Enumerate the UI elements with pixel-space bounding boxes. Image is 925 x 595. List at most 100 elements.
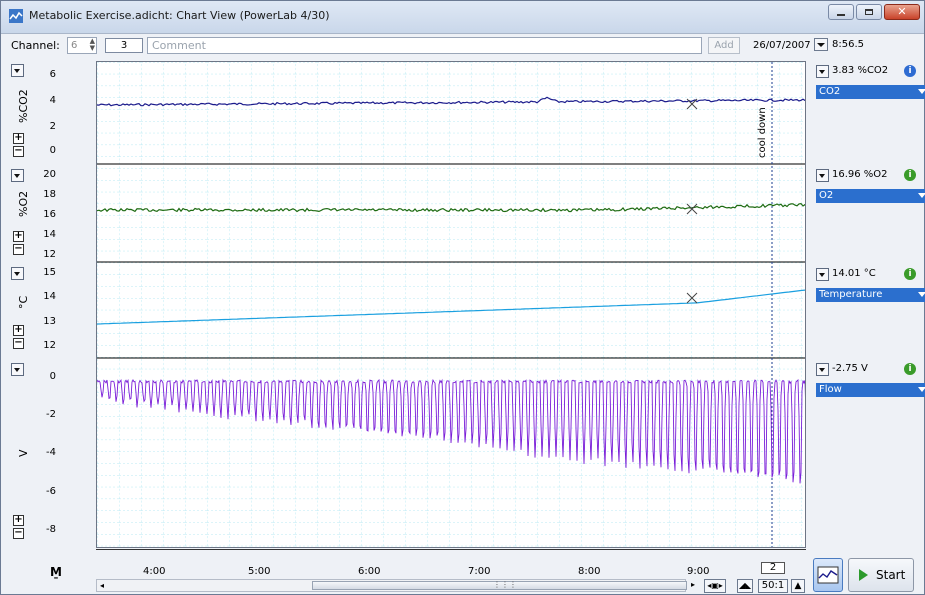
tick-label: 6: [49, 69, 56, 80]
readout-value: 14.01 °C: [832, 268, 876, 279]
zoom-out-button[interactable]: −: [13, 243, 24, 255]
compress-icon: ◢◣: [738, 581, 752, 590]
tick-label: 15: [43, 267, 56, 278]
scope-icon: [817, 566, 839, 584]
grip-icon: ⋮⋮⋮: [493, 580, 517, 589]
zoom-in-button[interactable]: +: [13, 132, 24, 144]
trace-flow: [97, 378, 805, 484]
chevron-down-icon: [817, 43, 825, 47]
tick-label: -8: [46, 524, 56, 535]
tick-label: 0: [49, 371, 56, 382]
title-bar: Metabolic Exercise.adicht: Chart View (P…: [1, 1, 924, 34]
toolbar: Channel: 6 ▲ ▼ 3 Comment Add 26/07/2007 8…: [1, 34, 924, 58]
play-icon: [859, 569, 868, 581]
marker-icon[interactable]: M̱: [50, 565, 62, 579]
tick-label: 4: [49, 95, 56, 106]
time-axis-area: M̱ 4:00 5:00 6:00 7:00 8:00 9:00: [1, 549, 924, 595]
trace-o2: [97, 202, 805, 213]
close-button[interactable]: ✕: [884, 4, 920, 20]
horizontal-scrollbar[interactable]: ◂ ⋮⋮⋮: [96, 579, 687, 592]
scale-dropdown-o2[interactable]: [11, 169, 24, 182]
tick-label: 12: [43, 340, 56, 351]
channel-value: 6: [71, 40, 78, 51]
fit-view-button[interactable]: ◂▣▸: [704, 579, 726, 593]
zoom-out-button[interactable]: −: [13, 145, 24, 157]
triangle-up-icon: ▲: [794, 581, 802, 591]
zoom-in-button[interactable]: +: [13, 230, 24, 242]
scope-button[interactable]: [813, 558, 843, 592]
cursor-marker: [686, 98, 698, 110]
time-axis: 4:00 5:00 6:00 7:00 8:00 9:00: [96, 549, 806, 577]
compress-button[interactable]: ◢◣: [737, 579, 753, 593]
horizontal-zoom[interactable]: 50:1: [758, 579, 788, 593]
recording-date: 26/07/2007: [753, 40, 811, 51]
zoom-in-button[interactable]: +: [13, 324, 24, 336]
tick-label: -2: [46, 409, 56, 420]
scale-dropdown-flow[interactable]: [11, 363, 24, 376]
time-tick-label: 5:00: [248, 566, 271, 577]
readout-value: -2.75 V: [832, 363, 868, 374]
comment-number: 3: [105, 38, 143, 53]
tick-label: 0: [49, 145, 56, 156]
tick-label: 16: [43, 209, 56, 220]
app-icon: [9, 9, 23, 23]
unit-label-o2: %O2: [17, 190, 30, 217]
recording-time: 8:56.5: [832, 39, 864, 50]
scale-dropdown-temperature[interactable]: [11, 267, 24, 280]
unit-label-flow: V: [17, 449, 30, 457]
zoom-out-button[interactable]: −: [13, 527, 24, 539]
zoom-up-button[interactable]: ▲: [791, 579, 805, 593]
chart-plot-area[interactable]: cool down: [96, 61, 806, 548]
channel-name-select[interactable]: O2: [816, 189, 925, 203]
readout-dropdown[interactable]: [816, 268, 829, 281]
channel-name-select[interactable]: Flow: [816, 383, 925, 397]
readout-dropdown[interactable]: [816, 65, 829, 78]
maximize-button[interactable]: [856, 4, 882, 20]
comment-marker-label: cool down: [757, 107, 768, 158]
info-icon[interactable]: i: [904, 65, 916, 77]
tick-label: 12: [43, 249, 56, 260]
zoom-out-button[interactable]: −: [13, 337, 24, 349]
zoom-in-button[interactable]: +: [13, 514, 24, 526]
time-tick-label: 6:00: [358, 566, 381, 577]
tick-label: 14: [43, 229, 56, 240]
channel-controls-left: %CO2 6 4 2 0 + − %O2 20 18 16 14 12 + − …: [8, 61, 96, 548]
tick-label: 2: [49, 121, 56, 132]
time-tick-label: 7:00: [468, 566, 491, 577]
comment-input[interactable]: Comment: [147, 37, 702, 54]
scroll-thumb[interactable]: ⋮⋮⋮: [312, 580, 687, 590]
fit-view-icon: ◂▣▸: [707, 581, 723, 590]
info-green-icon[interactable]: i: [904, 169, 916, 181]
time-dropdown[interactable]: [814, 38, 828, 51]
minimize-button[interactable]: [828, 4, 854, 20]
tick-label: 20: [43, 169, 56, 180]
minimize-icon: [837, 13, 845, 16]
scroll-right-icon[interactable]: ▸: [691, 580, 696, 589]
info-green-icon[interactable]: i: [904, 268, 916, 280]
window-controls: ✕: [828, 4, 920, 20]
start-label: Start: [876, 568, 906, 582]
cursor-marker: [686, 203, 698, 215]
tick-label: 14: [43, 291, 56, 302]
channel-name-select[interactable]: CO2: [816, 85, 925, 99]
spinner-arrows-icon[interactable]: ▲ ▼: [89, 37, 95, 52]
cursor-marker: [686, 292, 698, 304]
trace-temperature: [97, 289, 805, 325]
page-number[interactable]: 2: [761, 562, 785, 574]
info-green-icon[interactable]: i: [904, 363, 916, 375]
readout-dropdown[interactable]: [816, 169, 829, 182]
channel-readouts: 3.83 %CO2 i CO2 16.96 %O2 i O2 14.01 °C …: [808, 61, 925, 548]
channel-name-select[interactable]: Temperature: [816, 288, 925, 302]
tick-label: 18: [43, 189, 56, 200]
chart-traces: [97, 62, 805, 547]
add-comment-button[interactable]: Add: [708, 37, 740, 54]
time-tick-label: 8:00: [578, 566, 601, 577]
start-button[interactable]: Start: [848, 558, 914, 592]
scale-dropdown-co2[interactable]: [11, 64, 24, 77]
channel-spinner[interactable]: 6 ▲ ▼: [67, 37, 97, 54]
readout-dropdown[interactable]: [816, 363, 829, 376]
scroll-left-icon[interactable]: ◂: [100, 581, 105, 590]
readout-value: 3.83 %CO2: [832, 65, 889, 76]
tick-label: -4: [46, 447, 56, 458]
